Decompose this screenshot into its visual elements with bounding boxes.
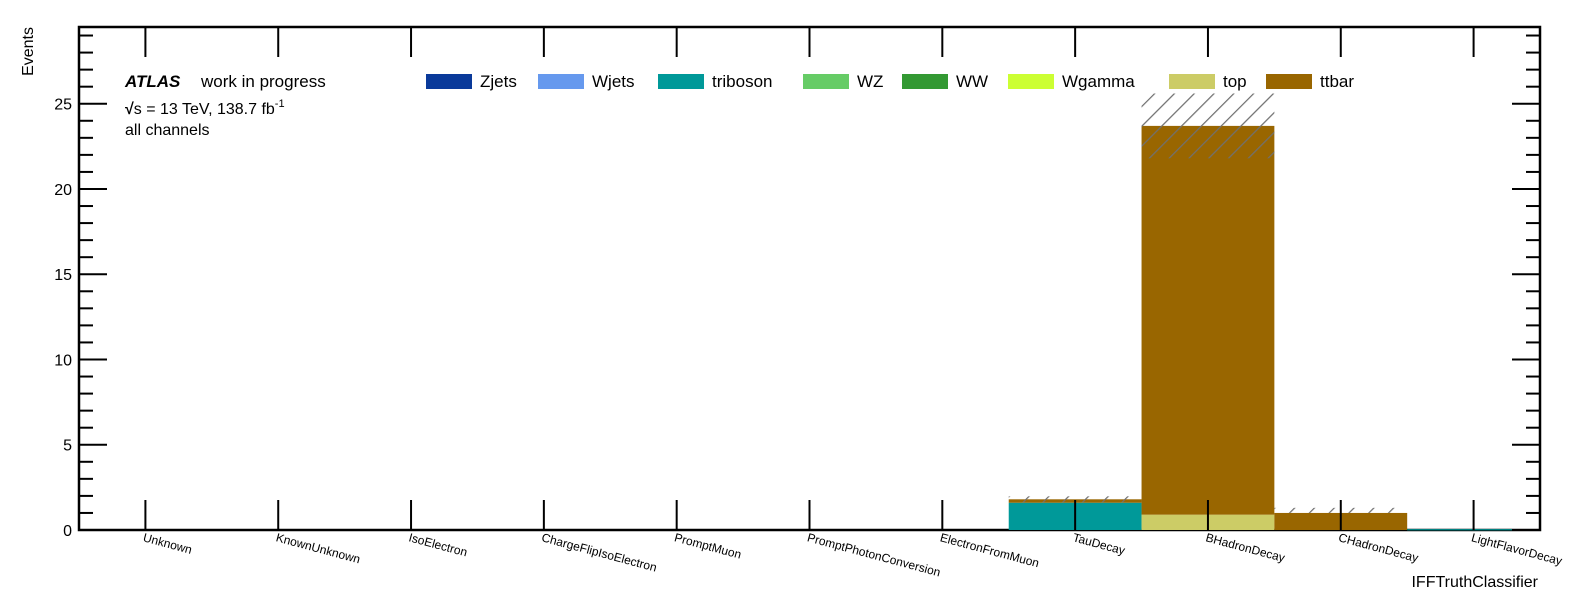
y-tick-label: 20 <box>54 182 72 199</box>
y-tick-label: 10 <box>54 352 72 369</box>
legend-swatch-top <box>1169 74 1215 89</box>
x-tick-label-TauDecay: TauDecay <box>1071 530 1126 557</box>
x-tick-label-Unknown: Unknown <box>142 530 194 556</box>
atlas-experiment-label: ATLAS <box>124 72 181 91</box>
x-tick-label-PromptPhotonConversion: PromptPhotonConversion <box>806 530 942 579</box>
legend-swatch-ww <box>902 74 948 89</box>
x-tick-label-LightFlavorDecay: LightFlavorDecay <box>1470 530 1564 568</box>
atlas-label: ATLAS work in progress √s = 13 TeV, 138.… <box>124 72 326 139</box>
x-tick-label-CHadronDecay: CHadronDecay <box>1337 530 1420 565</box>
plot-frame <box>77 25 1542 532</box>
legend-swatch-wz <box>803 74 849 89</box>
y-tick-label: 0 <box>63 523 72 540</box>
legend-swatch-zjets <box>426 74 472 89</box>
energy-sqrt-s: s <box>134 101 142 118</box>
bar-ttbar-BHadronDecay <box>1141 125 1275 515</box>
y-axis-label: Events <box>20 27 37 76</box>
legend-swatch-triboson <box>658 74 704 89</box>
y-tick-label: 25 <box>54 97 72 114</box>
legend-swatch-ttbar <box>1266 74 1312 89</box>
legend-label-ww: WW <box>956 72 988 91</box>
y-tick-label: 5 <box>63 438 72 455</box>
x-tick-label-ChargeFlipIsoElectron: ChargeFlipIsoElectron <box>540 530 658 574</box>
x-axis-label: IFFTruthClassifier <box>1411 574 1538 591</box>
x-tick-label-IsoElectron: IsoElectron <box>407 530 469 559</box>
uncertainty-band-TauDecay <box>1008 496 1142 503</box>
energy-lumi-superscript: -1 <box>275 98 285 110</box>
energy-lumi-label: √s = 13 TeV, 138.7 fb-1 <box>125 98 285 118</box>
y-tick-label: 15 <box>54 267 72 284</box>
legend-label-zjets: Zjets <box>480 72 517 91</box>
energy-lumi-text: = 13 TeV, 138.7 fb <box>142 101 275 118</box>
bar-layer <box>1008 125 1540 531</box>
uncertainty-band-BHadronDecay <box>1141 93 1275 159</box>
legend-swatch-wgamma <box>1008 74 1054 89</box>
atlas-status-label: work in progress <box>200 72 326 91</box>
y-axis-ticks <box>79 34 1540 531</box>
legend-label-top: top <box>1223 72 1247 91</box>
legend-label-triboson: triboson <box>712 72 772 91</box>
legend-swatch-wjets <box>538 74 584 89</box>
x-tick-label-KnownUnknown: KnownUnknown <box>274 530 361 566</box>
channel-label: all channels <box>125 122 210 139</box>
x-axis-tick-labels: Unknown KnownUnknown IsoElectron ChargeFlip… <box>142 530 1564 579</box>
x-axis-ticks <box>144 27 1475 530</box>
legend: Zjets Wjets triboson WZ WW Wgamma top ttbar <box>426 72 1354 91</box>
legend-label-wz: WZ <box>857 72 883 91</box>
legend-label-wgamma: Wgamma <box>1062 72 1135 91</box>
legend-label-ttbar: ttbar <box>1320 72 1354 91</box>
x-tick-label-ElectronFromMuon: ElectronFromMuon <box>939 530 1041 570</box>
x-tick-label-PromptMuon: PromptMuon <box>673 530 743 561</box>
y-axis-tick-labels: 0 5 10 15 20 25 <box>54 97 72 540</box>
legend-label-wjets: Wjets <box>592 72 635 91</box>
x-tick-label-BHadronDecay: BHadronDecay <box>1204 530 1286 565</box>
